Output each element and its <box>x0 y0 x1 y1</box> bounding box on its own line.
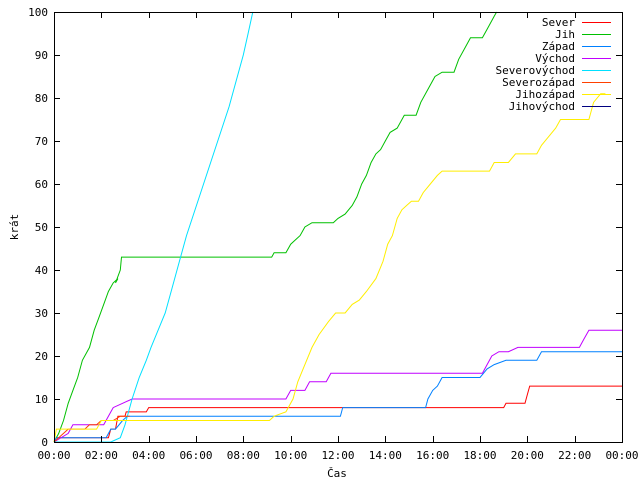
series-line-sever <box>53 385 622 443</box>
x-tick-label: 06:00 <box>179 449 212 462</box>
y-tick-label: 20 <box>35 350 48 363</box>
legend-label: Jihovýchod <box>509 100 575 113</box>
y-tick-label: 100 <box>28 6 48 19</box>
x-tick-label: 14:00 <box>369 449 402 462</box>
legend-label: Východ <box>535 52 575 65</box>
legend-label: Západ <box>542 40 575 53</box>
y-tick-label: 80 <box>35 92 48 105</box>
series-layer <box>53 11 622 443</box>
x-axis: 00:00 02:00 04:00 06:00 08:00 10:00 12:00 14:00… <box>37 12 639 462</box>
legend-label: Severozápad <box>502 76 575 89</box>
series-line-jih <box>53 11 498 443</box>
series-line-severovýchod <box>54 11 254 443</box>
y-tick-label: 70 <box>35 135 48 148</box>
series-line-jihozápad <box>53 93 606 443</box>
y-tick-label: 90 <box>35 49 48 62</box>
x-tick-label: 02:00 <box>85 449 118 462</box>
y-axis-label: krát <box>8 214 21 241</box>
x-tick-label: 00:00 <box>605 449 638 462</box>
y-tick-label: 60 <box>35 178 48 191</box>
y-axis: 0 10 20 30 40 50 60 70 80 90 100 <box>28 6 622 449</box>
legend: SeverJihZápadVýchodSeverovýchodSeverozáp… <box>496 16 611 113</box>
y-tick-label: 30 <box>35 307 48 320</box>
x-tick-label: 22:00 <box>558 449 591 462</box>
x-tick-label: 16:00 <box>416 449 449 462</box>
x-tick-label: 20:00 <box>511 449 544 462</box>
y-tick-label: 10 <box>35 393 48 406</box>
series-line-západ <box>53 351 622 443</box>
x-tick-label: 04:00 <box>132 449 165 462</box>
x-tick-label: 12:00 <box>321 449 354 462</box>
legend-label: Severovýchod <box>496 64 575 77</box>
legend-label: Jih <box>555 28 575 41</box>
x-axis-label: Čas <box>327 467 347 480</box>
x-tick-label: 10:00 <box>274 449 307 462</box>
y-tick-label: 0 <box>41 436 48 449</box>
x-tick-label: 00:00 <box>37 449 70 462</box>
legend-label: Sever <box>542 16 575 29</box>
y-tick-label: 40 <box>35 264 48 277</box>
series-line-východ <box>53 329 622 443</box>
series-line-severozápad <box>53 415 130 443</box>
y-tick-label: 50 <box>35 221 48 234</box>
x-tick-label: 18:00 <box>463 449 496 462</box>
legend-label: Jihozápad <box>515 88 575 101</box>
x-tick-label: 08:00 <box>227 449 260 462</box>
